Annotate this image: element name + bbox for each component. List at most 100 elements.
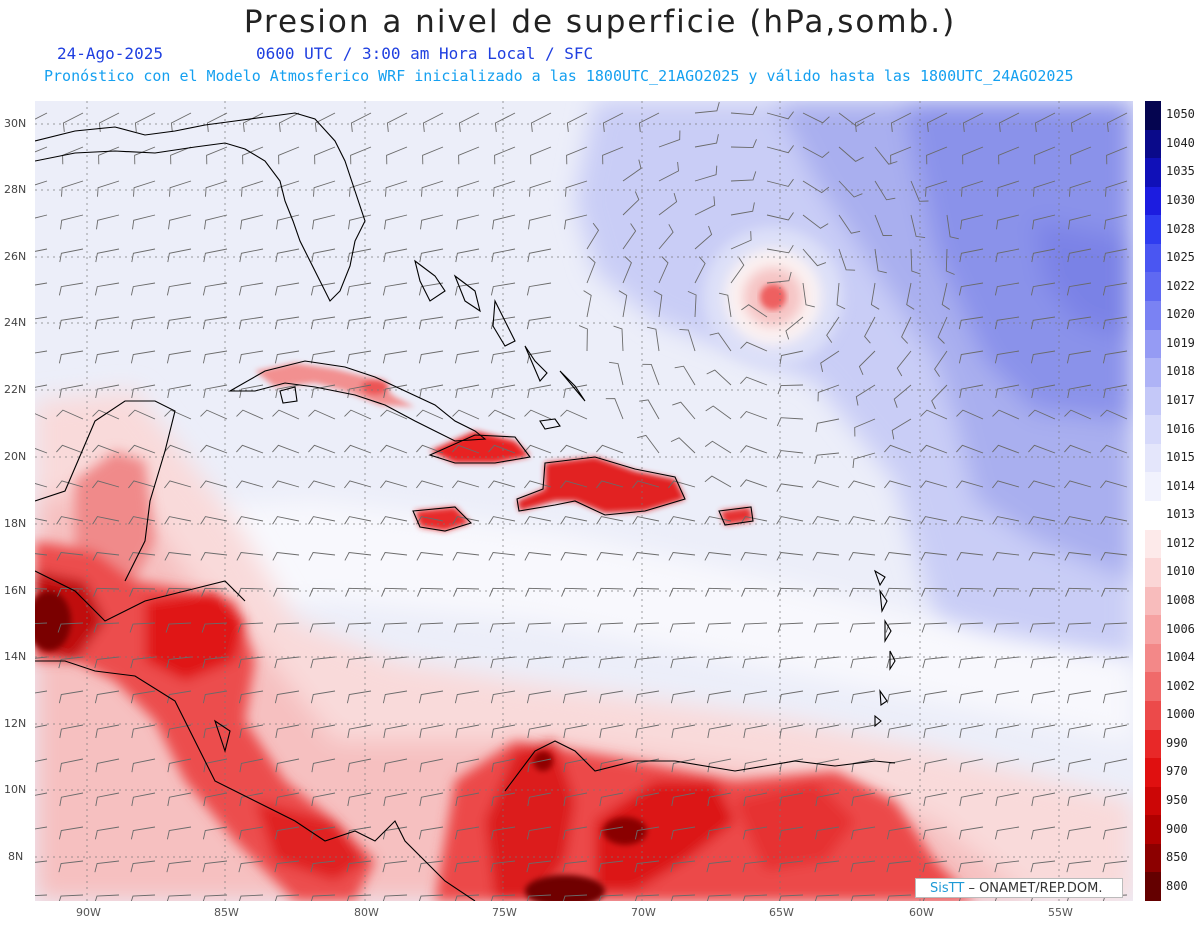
wind-barb	[992, 552, 1020, 561]
wind-barb	[457, 180, 480, 197]
wind-barb	[886, 826, 912, 840]
wind-barb	[238, 826, 264, 840]
wind-barb	[488, 552, 516, 561]
wind-barb	[164, 409, 192, 420]
wind-barb	[128, 552, 156, 561]
wind-barb	[452, 444, 480, 454]
wind-barb	[488, 480, 516, 489]
wind-barb	[239, 792, 264, 807]
wind-barb	[308, 552, 336, 561]
wind-barb	[275, 792, 300, 807]
wind-barb	[236, 480, 264, 489]
wind-barb	[97, 180, 120, 197]
wind-barb	[310, 350, 336, 364]
wind-barb	[238, 350, 264, 364]
lat-label: 16N	[4, 584, 27, 597]
wind-barb	[530, 146, 552, 165]
wind-barb	[1066, 656, 1092, 669]
wind-barb	[560, 552, 588, 561]
wind-barb	[454, 826, 480, 840]
wind-barb	[814, 894, 840, 901]
wind-barb	[959, 248, 984, 263]
wind-barb	[454, 690, 480, 704]
wind-barb	[1102, 656, 1128, 669]
wind-barb	[57, 587, 84, 597]
colorbar-label: 800	[1166, 878, 1188, 893]
wind-barb	[526, 860, 552, 873]
wind-barb	[130, 826, 156, 840]
wind-barb	[35, 384, 48, 388]
wind-barb	[1102, 826, 1128, 840]
wind-barb	[94, 826, 120, 840]
wind-barb	[526, 350, 552, 364]
wind-barb	[92, 516, 120, 525]
wind-barb	[946, 214, 959, 240]
wind-barb	[383, 248, 408, 263]
wind-barb	[35, 588, 48, 590]
wind-barb	[779, 724, 804, 739]
wind-barb	[658, 256, 669, 284]
wind-barb	[741, 304, 768, 318]
wind-barb	[92, 480, 120, 489]
wind-barb	[679, 328, 696, 352]
wind-barb	[596, 516, 624, 525]
colorbar-label: 1030	[1166, 193, 1195, 207]
wind-barb	[130, 282, 156, 296]
wind-barb	[741, 622, 768, 633]
wind-barb	[170, 146, 192, 165]
wind-barb	[1028, 444, 1056, 454]
wind-barb	[618, 290, 628, 318]
wind-barb	[1103, 384, 1128, 398]
wind-barb	[422, 112, 444, 132]
wind-barb	[308, 444, 336, 454]
wind-barb	[562, 826, 588, 840]
colorbar-cell	[1145, 215, 1161, 245]
colorbar-cell	[1145, 558, 1161, 588]
wind-barb	[961, 180, 984, 197]
colorbar-label: 1016	[1166, 421, 1195, 436]
wind-barb	[958, 350, 984, 364]
wind-barb	[776, 552, 804, 561]
wind-barb	[622, 191, 640, 216]
wind-barb	[241, 180, 264, 197]
wind-barb	[578, 325, 588, 352]
wind-barb	[1100, 516, 1128, 525]
wind-barb	[130, 350, 156, 364]
wind-barb	[658, 161, 679, 182]
wind-barb	[1100, 444, 1128, 454]
wind-barb	[346, 826, 372, 840]
wind-barb	[455, 724, 480, 739]
wind-barb	[962, 146, 984, 165]
wind-barb	[890, 112, 912, 132]
wind-barb	[597, 622, 624, 633]
wind-barb	[812, 480, 840, 489]
wind-barb	[994, 690, 1020, 704]
wind-barb	[94, 690, 120, 704]
wind-barb	[598, 894, 624, 901]
wind-barb	[632, 552, 660, 561]
wind-barb	[887, 724, 912, 739]
wind-barb	[58, 690, 84, 704]
wind-barb	[658, 192, 678, 216]
wind-barb	[817, 384, 840, 402]
wind-barb	[419, 384, 444, 398]
wind-barb	[813, 587, 840, 597]
wind-barb	[893, 384, 912, 408]
wind-barb	[1065, 587, 1092, 597]
wind-barb	[347, 792, 372, 807]
wind-barb	[1064, 480, 1092, 489]
wind-barb	[92, 444, 120, 454]
wind-barb	[1034, 146, 1056, 165]
wind-barb	[272, 444, 300, 454]
wind-barb	[838, 214, 861, 234]
wind-barb	[206, 112, 228, 132]
wind-barb	[802, 248, 827, 267]
wind-barb	[458, 112, 480, 132]
wind-barb	[670, 860, 696, 873]
wind-barb	[310, 690, 336, 704]
wind-barb	[417, 622, 444, 633]
wind-barb	[418, 350, 444, 364]
colorbar-label: 1035	[1166, 164, 1195, 179]
wind-barb	[887, 758, 912, 773]
wind-barb	[166, 350, 192, 364]
